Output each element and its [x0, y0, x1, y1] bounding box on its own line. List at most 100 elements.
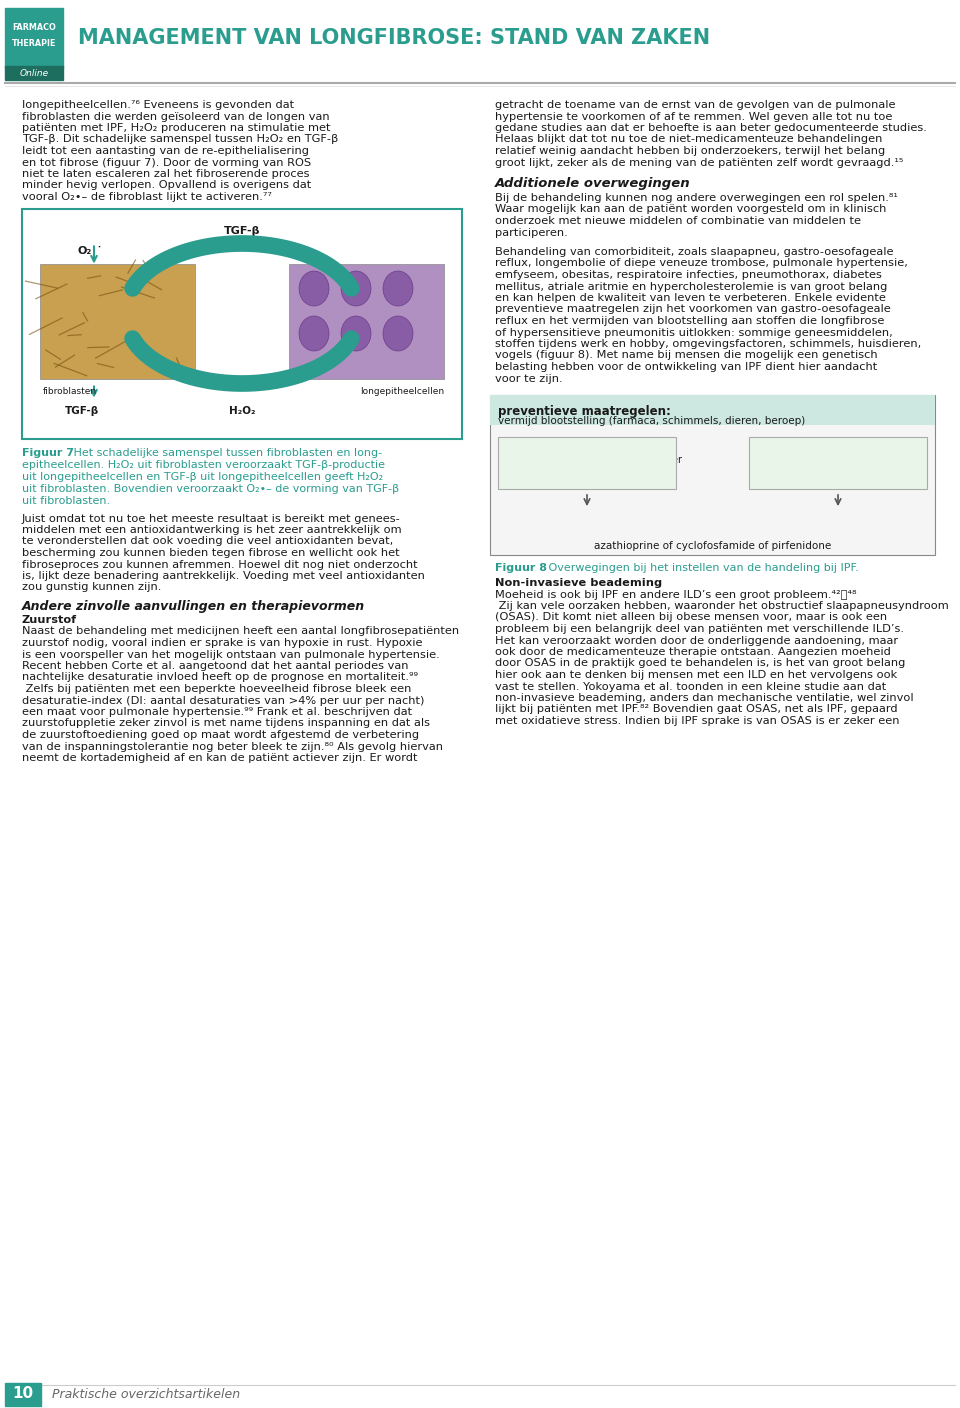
Text: patiënten met IPF, H₂O₂ produceren na stimulatie met: patiënten met IPF, H₂O₂ produceren na st…	[22, 122, 330, 132]
Text: hypertensie te voorkomen of af te remmen. Wel geven alle tot nu toe: hypertensie te voorkomen of af te remmen…	[495, 111, 893, 121]
Text: onderzoek met nieuwe middelen of combinatie van middelen te: onderzoek met nieuwe middelen of combina…	[495, 215, 861, 227]
Text: bescherming zou kunnen bieden tegen fibrose en wellicht ook het: bescherming zou kunnen bieden tegen fibr…	[22, 548, 399, 558]
Text: Praktische overzichtsartikelen: Praktische overzichtsartikelen	[52, 1387, 240, 1401]
Text: Helaas blijkt dat tot nu toe de niet-medicamenteuze behandelingen: Helaas blijkt dat tot nu toe de niet-med…	[495, 135, 882, 145]
FancyBboxPatch shape	[490, 396, 935, 425]
FancyBboxPatch shape	[498, 436, 676, 489]
Text: Additionele overwegingen: Additionele overwegingen	[495, 177, 690, 190]
Text: of hypersensitieve pneumonitis uitlokken: sommige geneesmiddelen,: of hypersensitieve pneumonitis uitlokken…	[495, 328, 893, 338]
Text: neemt de kortademigheid af en kan de patiënt actiever zijn. Er wordt: neemt de kortademigheid af en kan de pat…	[22, 753, 418, 763]
Text: Bij de behandeling kunnen nog andere overwegingen een rol spelen.⁸¹: Bij de behandeling kunnen nog andere ove…	[495, 193, 898, 203]
Text: azathioprine of cyclofosfamide of pirfenidone: azathioprine of cyclofosfamide of pirfen…	[594, 541, 831, 551]
Text: reflux, longembolie of diepe veneuze trombose, pulmonale hypertensie,: reflux, longembolie of diepe veneuze tro…	[495, 259, 908, 269]
Text: TGF-β: TGF-β	[65, 407, 99, 417]
Text: uit fibroblasten.: uit fibroblasten.	[22, 497, 110, 507]
Text: Moeheid is ook bij IPF en andere ILD’s een groot probleem.⁴²ⱉ⁴⁸: Moeheid is ook bij IPF en andere ILD’s e…	[495, 590, 856, 600]
Text: uit fibroblasten. Bovendien veroorzaakt O₂•– de vorming van TGF-β: uit fibroblasten. Bovendien veroorzaakt …	[22, 484, 399, 494]
Text: (OSAS). Dit komt niet alleen bij obese mensen voor, maar is ook een: (OSAS). Dit komt niet alleen bij obese m…	[495, 612, 887, 622]
Text: emfyseem, obesitas, respiratoire infecties, pneumothorax, diabetes: emfyseem, obesitas, respiratoire infecti…	[495, 270, 882, 280]
Text: van de inspanningstolerantie nog beter bleek te zijn.⁸⁰ Als gevolg hiervan: van de inspanningstolerantie nog beter b…	[22, 742, 443, 752]
Text: preventieve maatregelen zijn het voorkomen van gastro-oesofageale: preventieve maatregelen zijn het voorkom…	[495, 304, 891, 314]
Text: Andere zinvolle aanvullingen en therapievormen: Andere zinvolle aanvullingen en therapie…	[22, 600, 365, 612]
Text: TGF-β. Dit schadelijke samenspel tussen H₂O₂ en TGF-β: TGF-β. Dit schadelijke samenspel tussen …	[22, 135, 338, 145]
Text: lijkt bij patiënten met IPF.⁸² Bovendien gaat OSAS, net als IPF, gepaard: lijkt bij patiënten met IPF.⁸² Bovendien…	[495, 704, 898, 714]
Text: vooral O₂•– de fibroblast lijkt te activeren.⁷⁷: vooral O₂•– de fibroblast lijkt te activ…	[22, 191, 272, 201]
Text: groot lijkt, zeker als de mening van de patiënten zelf wordt gevraagd.¹⁵: groot lijkt, zeker als de mening van de …	[495, 158, 903, 168]
Text: ook door de medicamenteuze therapie ontstaan. Aangezien moeheid: ook door de medicamenteuze therapie onts…	[495, 648, 891, 658]
Text: THERAPIE: THERAPIE	[12, 39, 57, 48]
Text: probleem bij een belangrijk deel van patiënten met verschillende ILD’s.: probleem bij een belangrijk deel van pat…	[495, 624, 904, 634]
Text: zou gunstig kunnen zijn.: zou gunstig kunnen zijn.	[22, 583, 161, 593]
Text: MANAGEMENT VAN LONGFIBROSE: STAND VAN ZAKEN: MANAGEMENT VAN LONGFIBROSE: STAND VAN ZA…	[78, 28, 710, 48]
Text: preventieve maatregelen:: preventieve maatregelen:	[498, 406, 671, 418]
Text: Overwegingen bij het instellen van de handeling bij IPF.: Overwegingen bij het instellen van de ha…	[545, 563, 859, 573]
Text: H₂O₂: H₂O₂	[228, 407, 255, 417]
Text: en tot fibrose (figuur 7). Door de vorming van ROS: en tot fibrose (figuur 7). Door de vormi…	[22, 158, 311, 168]
Text: stoffen tijdens werk en hobby, omgevingsfactoren, schimmels, huisdieren,: stoffen tijdens werk en hobby, omgevings…	[495, 339, 922, 349]
Text: niet te laten escaleren zal het fibroserende proces: niet te laten escaleren zal het fibroser…	[22, 169, 309, 179]
Text: Behandeling van comorbiditeit, zoals slaapapneu, gastro-oesofageale: Behandeling van comorbiditeit, zoals sla…	[495, 246, 894, 258]
Text: is een voorspeller van het mogelijk ontstaan van pulmonale hypertensie.: is een voorspeller van het mogelijk onts…	[22, 649, 440, 659]
Text: desaturatie-index (DI: aantal desaturaties van >4% per uur per nacht): desaturatie-index (DI: aantal desaturati…	[22, 696, 424, 705]
Text: is, lijkt deze benadering aantrekkelijk. Voeding met veel antioxidanten: is, lijkt deze benadering aantrekkelijk.…	[22, 572, 425, 582]
Ellipse shape	[341, 270, 371, 306]
FancyBboxPatch shape	[289, 263, 444, 379]
Text: FARMACO: FARMACO	[12, 24, 56, 32]
FancyBboxPatch shape	[5, 8, 63, 68]
Text: met oxidatieve stress. Indien bij IPF sprake is van OSAS is er zeker een: met oxidatieve stress. Indien bij IPF sp…	[495, 717, 900, 727]
Text: Waar mogelijk kan aan de patiënt worden voorgesteld om in klinisch: Waar mogelijk kan aan de patiënt worden …	[495, 204, 886, 214]
Ellipse shape	[299, 270, 329, 306]
Text: relatief weinig aandacht hebben bij onderzoekers, terwijl het belang: relatief weinig aandacht hebben bij onde…	[495, 146, 885, 156]
Text: fibroblasten die werden geïsoleerd van de longen van: fibroblasten die werden geïsoleerd van d…	[22, 111, 329, 121]
FancyBboxPatch shape	[40, 263, 195, 379]
Text: TGF-β: TGF-β	[224, 227, 260, 237]
Ellipse shape	[383, 315, 413, 351]
Ellipse shape	[383, 270, 413, 306]
Text: non-invasieve beademing, anders dan mechanische ventilatie, wel zinvol: non-invasieve beademing, anders dan mech…	[495, 693, 914, 703]
Ellipse shape	[299, 315, 329, 351]
Text: reflux en het vermijden van blootstelling aan stoffen die longfibrose: reflux en het vermijden van blootstellin…	[495, 315, 884, 327]
Text: de zuurstoftoediening goed op maat wordt afgestemd de verbetering: de zuurstoftoediening goed op maat wordt…	[22, 729, 420, 741]
Text: en kan helpen de kwaliteit van leven te verbeteren. Enkele evidente: en kan helpen de kwaliteit van leven te …	[495, 293, 886, 303]
Text: 10: 10	[12, 1387, 34, 1401]
Text: Figuur 7: Figuur 7	[22, 449, 74, 459]
Text: fibroseproces zou kunnen afremmen. Hoewel dit nog niet onderzocht: fibroseproces zou kunnen afremmen. Hoewe…	[22, 559, 418, 569]
Text: participeren.: participeren.	[495, 228, 567, 238]
Text: Zuurstof: Zuurstof	[22, 615, 77, 625]
Text: te veronderstellen dat ook voeding die veel antioxidanten bevat,: te veronderstellen dat ook voeding die v…	[22, 536, 394, 546]
Text: longepitheelcellen.⁷⁶ Eveneens is gevonden dat: longepitheelcellen.⁷⁶ Eveneens is gevond…	[22, 100, 294, 110]
Text: Het schadelijke samenspel tussen fibroblasten en long-: Het schadelijke samenspel tussen fibrobl…	[70, 449, 382, 459]
Text: Het kan veroorzaakt worden door de onderliggende aandoening, maar: Het kan veroorzaakt worden door de onder…	[495, 635, 899, 645]
Text: Zij kan vele oorzaken hebben, waaronder het obstructief slaapapneusyndroom: Zij kan vele oorzaken hebben, waaronder …	[495, 601, 948, 611]
Text: hier ook aan te denken bij mensen met een ILD en het vervolgens ook: hier ook aan te denken bij mensen met ee…	[495, 670, 898, 680]
Text: Online: Online	[19, 69, 49, 77]
Text: corticosteroid (prednison) bij acute
exacerbaties en protonpompremmer
(omeprazol: corticosteroid (prednison) bij acute exa…	[502, 442, 682, 479]
Text: Zelfs bij patiënten met een beperkte hoeveelheid fibrose bleek een: Zelfs bij patiënten met een beperkte hoe…	[22, 684, 412, 694]
Text: vogels (figuur 8). Met name bij mensen die mogelijk een genetisch: vogels (figuur 8). Met name bij mensen d…	[495, 351, 877, 360]
Text: zuurstofuppletie zeker zinvol is met name tijdens inspanning en dat als: zuurstofuppletie zeker zinvol is met nam…	[22, 718, 430, 728]
Text: minder hevig verlopen. Opvallend is overigens dat: minder hevig verlopen. Opvallend is over…	[22, 180, 311, 190]
Text: vermijd blootstelling (farmaca, schimmels, dieren, beroep): vermijd blootstelling (farmaca, schimmel…	[498, 415, 805, 427]
Text: longepitheelcellen: longepitheelcellen	[360, 387, 444, 396]
Text: voor te zijn.: voor te zijn.	[495, 373, 563, 383]
Text: een maat voor pulmonale hypertensie.⁹⁹ Frank et al. beschrijven dat: een maat voor pulmonale hypertensie.⁹⁹ F…	[22, 707, 412, 717]
Text: nachtelijke desaturatie invloed heeft op de prognose en mortaliteit.⁹⁹: nachtelijke desaturatie invloed heeft op…	[22, 673, 418, 683]
Text: Naast de behandeling met medicijnen heeft een aantal longfibrosepatiënten: Naast de behandeling met medicijnen heef…	[22, 627, 459, 636]
Text: Non-invasieve beademing: Non-invasieve beademing	[495, 579, 662, 589]
Text: fibroblasten: fibroblasten	[43, 387, 97, 396]
Text: zuurstof nodig, vooral indien er sprake is van hypoxie in rust. Hypoxie: zuurstof nodig, vooral indien er sprake …	[22, 638, 422, 648]
Text: mellitus, atriale aritmie en hypercholesterolemie is van groot belang: mellitus, atriale aritmie en hypercholes…	[495, 282, 887, 291]
Text: O₂˙˙: O₂˙˙	[77, 246, 103, 256]
Text: Recent hebben Corte et al. aangetoond dat het aantal periodes van: Recent hebben Corte et al. aangetoond da…	[22, 660, 409, 672]
Text: getracht de toename van de ernst van de gevolgen van de pulmonale: getracht de toename van de ernst van de …	[495, 100, 896, 110]
FancyBboxPatch shape	[5, 66, 63, 80]
Text: vast te stellen. Yokoyama et al. toonden in een kleine studie aan dat: vast te stellen. Yokoyama et al. toonden…	[495, 681, 886, 691]
FancyBboxPatch shape	[490, 396, 935, 555]
FancyBboxPatch shape	[5, 1383, 41, 1407]
Text: epitheelcellen. H₂O₂ uit fibroblasten veroorzaakt TGF-β-productie: epitheelcellen. H₂O₂ uit fibroblasten ve…	[22, 460, 385, 470]
Text: uit longepitheelcellen en TGF-β uit longepitheelcellen geeft H₂O₂: uit longepitheelcellen en TGF-β uit long…	[22, 473, 383, 483]
Ellipse shape	[341, 315, 371, 351]
Text: door OSAS in de praktijk goed te behandelen is, is het van groot belang: door OSAS in de praktijk goed te behande…	[495, 659, 905, 669]
Text: middelen met een antioxidantwerking is het zeer aantrekkelijk om: middelen met een antioxidantwerking is h…	[22, 525, 401, 535]
FancyBboxPatch shape	[22, 208, 462, 438]
